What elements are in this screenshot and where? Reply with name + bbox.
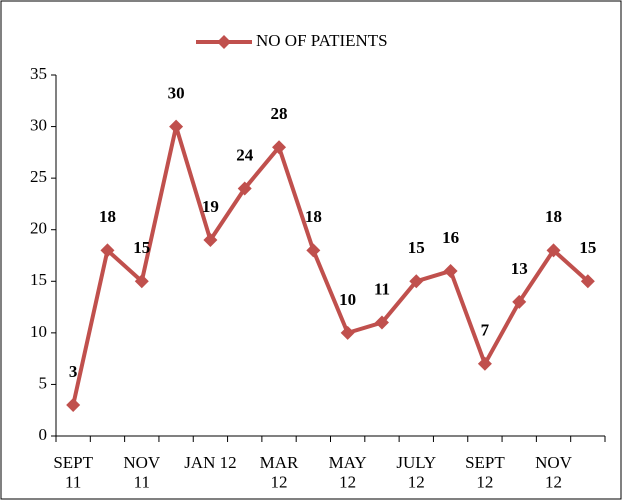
y-tick-label: 30	[30, 115, 47, 134]
y-tick-label: 15	[30, 270, 47, 289]
data-label: 15	[408, 238, 425, 257]
data-point	[340, 325, 355, 340]
data-point	[443, 263, 458, 278]
data-label: 16	[442, 228, 459, 247]
y-tick-label: 20	[30, 219, 47, 238]
data-point	[580, 274, 595, 289]
x-tick-label: SEPT 12	[465, 453, 505, 492]
data-point	[546, 243, 561, 258]
x-tick-label: JAN 12	[184, 453, 236, 472]
data-point	[512, 294, 527, 309]
y-tick-label: 35	[30, 64, 47, 83]
y-tick-label: 0	[39, 425, 48, 444]
x-tick-label: NOV 12	[535, 453, 573, 492]
data-label: 19	[202, 197, 219, 216]
data-label: 24	[236, 145, 254, 164]
y-tick-label: 10	[30, 322, 47, 341]
x-tick-label: NOV 11	[123, 453, 161, 492]
data-label: 15	[579, 238, 596, 257]
data-point	[203, 233, 218, 248]
x-tick-label: MAR 12	[260, 453, 299, 492]
data-point	[374, 315, 389, 330]
legend-marker	[217, 35, 231, 49]
data-label: 3	[69, 362, 78, 381]
data-label: 30	[168, 83, 185, 102]
data-label: 28	[271, 104, 288, 123]
data-point	[477, 356, 492, 371]
data-label: 10	[339, 290, 356, 309]
data-label: 18	[99, 207, 116, 226]
y-tick-label: 25	[30, 167, 47, 186]
data-label: 18	[545, 207, 562, 226]
data-point	[237, 181, 252, 196]
series-line	[71, 124, 590, 406]
data-point	[134, 274, 149, 289]
data-label: 15	[133, 238, 150, 257]
legend-label: NO OF PATIENTS	[256, 31, 388, 50]
data-point	[409, 274, 424, 289]
data-point	[306, 243, 321, 258]
data-point	[272, 140, 287, 155]
data-point	[100, 243, 115, 258]
x-tick-label: MAY 12	[329, 453, 367, 492]
data-label: 11	[374, 279, 390, 298]
data-label: 13	[511, 259, 528, 278]
x-tick-label: SEPT 11	[53, 453, 93, 492]
data-label: 18	[305, 207, 322, 226]
x-tick-label: JULY 12	[396, 453, 436, 492]
y-tick-label: 5	[39, 373, 48, 392]
data-point	[169, 119, 184, 134]
data-label: 7	[481, 321, 490, 340]
data-point	[66, 398, 81, 413]
